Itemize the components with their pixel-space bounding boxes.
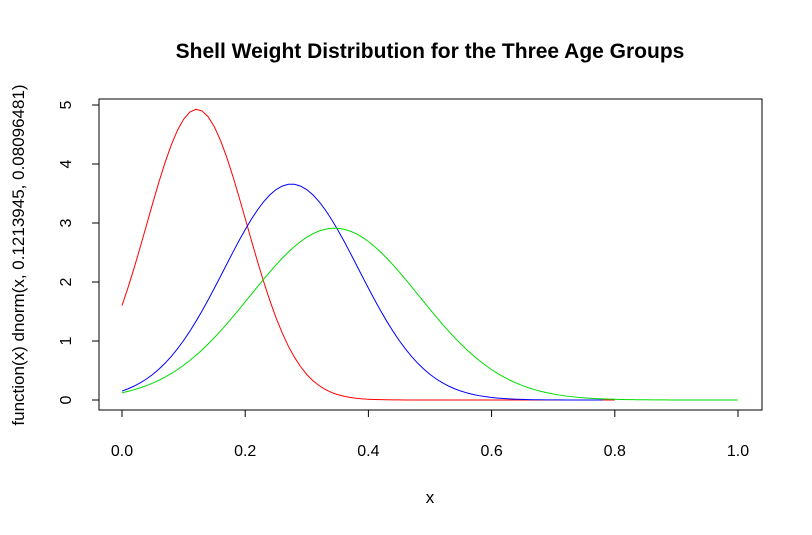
- y-tick-label: 2: [58, 277, 75, 286]
- x-tick-label: 0.4: [357, 443, 379, 460]
- x-tick-label: 0.2: [234, 443, 256, 460]
- y-axis-label: function(x) dnorm(x, 0.1213945, 0.080964…: [9, 84, 28, 425]
- x-tick-label: 1.0: [727, 443, 749, 460]
- y-tick-label: 1: [58, 336, 75, 345]
- chart-title: Shell Weight Distribution for the Three …: [176, 40, 685, 63]
- x-axis-label: x: [426, 488, 435, 507]
- y-tick-label: 0: [58, 395, 75, 404]
- y-tick-label: 3: [58, 218, 75, 227]
- x-tick-label: 0.6: [480, 443, 502, 460]
- series-group: [121, 108, 738, 401]
- x-axis: 0.0 0.2 0.4 0.6 0.8 1.0: [111, 409, 749, 460]
- x-tick-label: 0.0: [111, 443, 133, 460]
- series-line-3: [121, 227, 738, 401]
- y-tick-label: 4: [58, 159, 75, 168]
- plot-frame: [98, 98, 763, 411]
- y-tick-label: 5: [58, 100, 75, 109]
- series-line-2: [121, 183, 603, 401]
- y-axis: 0 1 2 3 4 5: [58, 100, 100, 404]
- series-line-1: [121, 108, 615, 401]
- x-tick-label: 0.8: [604, 443, 626, 460]
